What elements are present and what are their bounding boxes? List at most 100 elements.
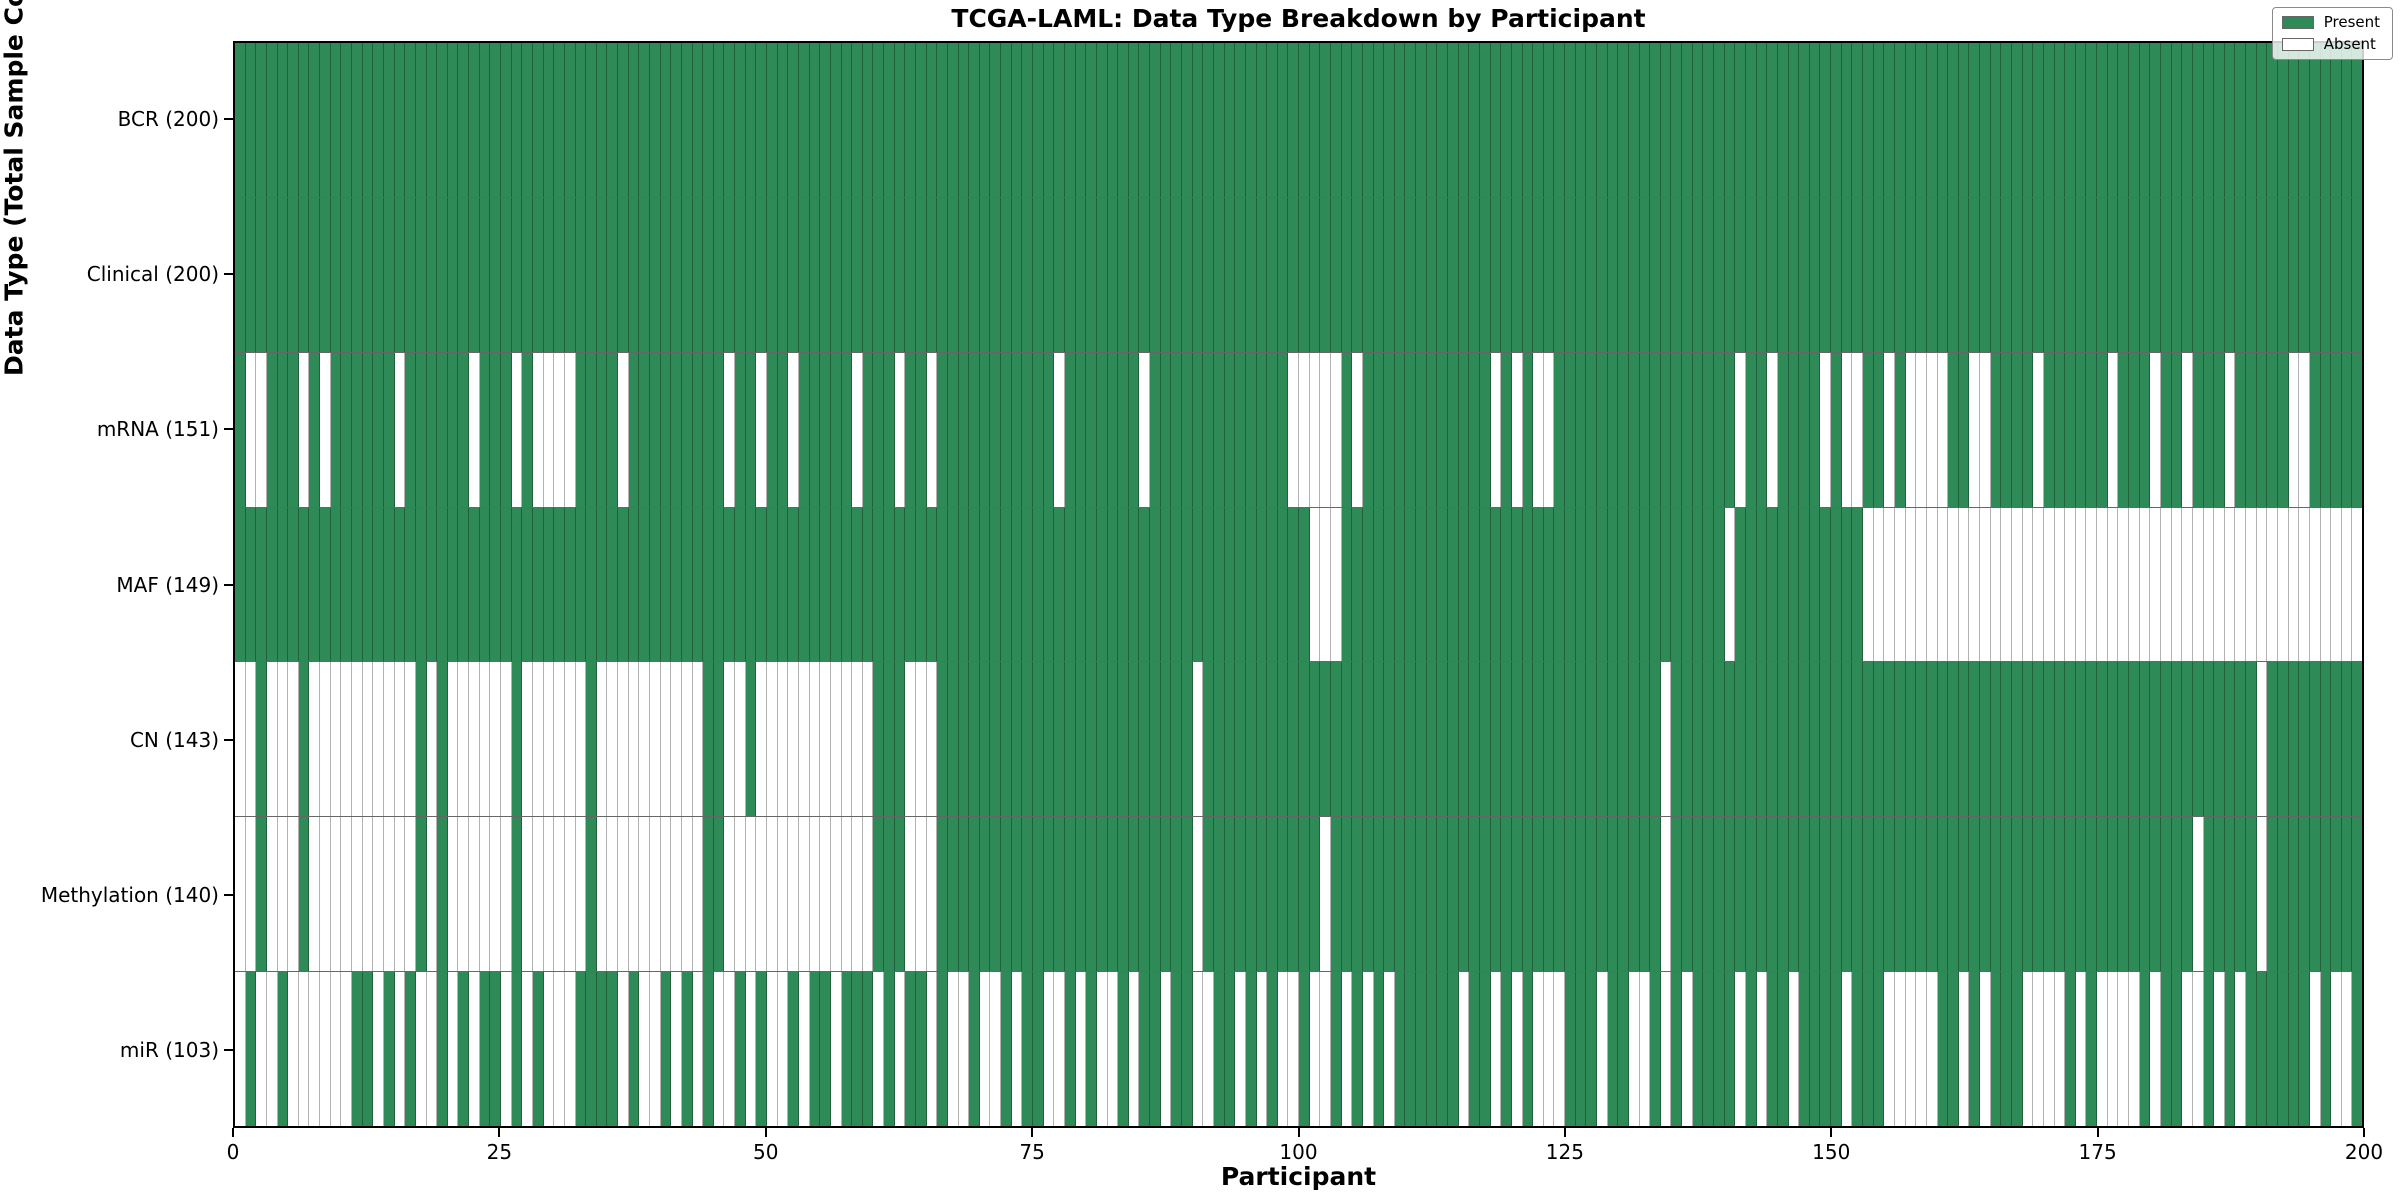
- heatmap-row-CN: [235, 662, 2363, 818]
- heatmap-cell: [2129, 817, 2140, 972]
- heatmap-cell: [1809, 817, 1821, 972]
- heatmap-cell: [2331, 352, 2342, 507]
- heatmap-cell: [1777, 197, 1789, 352]
- heatmap-cell: [362, 817, 374, 972]
- heatmap-cell: [2160, 507, 2172, 662]
- heatmap-cell: [1820, 662, 1832, 817]
- heatmap-cell: [841, 197, 853, 352]
- heatmap-cell: [1692, 817, 1704, 972]
- heatmap-cell: [1831, 662, 1842, 817]
- heatmap-cell: [777, 972, 789, 1127]
- heatmap-cell: [905, 817, 916, 972]
- heatmap-cell: [979, 197, 991, 352]
- heatmap-cell: [1543, 197, 1555, 352]
- heatmap-cell: [905, 972, 916, 1127]
- heatmap-cell: [2299, 662, 2310, 817]
- heatmap-cell: [2107, 817, 2119, 972]
- heatmap-cell: [1522, 507, 1534, 662]
- heatmap-cell: [1086, 817, 1097, 972]
- heatmap-cell: [1958, 197, 1970, 352]
- heatmap-cell: [394, 972, 406, 1127]
- heatmap-cell: [1618, 662, 1629, 817]
- heatmap-cell: [405, 507, 416, 662]
- heatmap-cell: [2235, 972, 2247, 1127]
- heatmap-cell: [437, 197, 448, 352]
- heatmap-cell: [1724, 972, 1736, 1127]
- heatmap-cell: [447, 352, 459, 507]
- heatmap-cell: [1756, 352, 1768, 507]
- heatmap-cell: [320, 352, 331, 507]
- heatmap-cell: [373, 817, 384, 972]
- heatmap-cell: [1469, 352, 1480, 507]
- heatmap-cell: [490, 507, 502, 662]
- heatmap-cell: [2054, 662, 2066, 817]
- heatmap-cell: [564, 817, 576, 972]
- heatmap-cell: [501, 817, 512, 972]
- heatmap-cell: [1767, 817, 1778, 972]
- heatmap-cell: [958, 972, 970, 1127]
- heatmap-cell: [2235, 197, 2247, 352]
- heatmap-cell: [1096, 817, 1108, 972]
- heatmap-cell: [1841, 507, 1853, 662]
- heatmap-cell: [1416, 817, 1427, 972]
- heatmap-cell: [1863, 43, 1874, 197]
- heatmap-cell: [926, 507, 938, 662]
- heatmap-cell: [1160, 352, 1172, 507]
- heatmap-cell: [1384, 662, 1395, 817]
- heatmap-cell: [2150, 817, 2161, 972]
- heatmap-cell: [1735, 662, 1746, 817]
- heatmap-cell: [1682, 972, 1693, 1127]
- heatmap-cell: [873, 662, 885, 817]
- heatmap-cell: [2011, 817, 2023, 972]
- heatmap-cell: [916, 43, 927, 197]
- heatmap-cell: [639, 507, 650, 662]
- heatmap-cell: [1586, 972, 1597, 1127]
- heatmap-cell: [724, 972, 736, 1127]
- heatmap-cell: [575, 662, 587, 817]
- heatmap-cell: [490, 662, 502, 817]
- heatmap-cell: [1660, 507, 1672, 662]
- heatmap-cell: [862, 197, 874, 352]
- heatmap-cell: [1937, 972, 1949, 1127]
- heatmap-cell: [1309, 662, 1321, 817]
- heatmap-cell: [330, 662, 342, 817]
- heatmap-cell: [1948, 817, 1959, 972]
- heatmap-cell: [554, 817, 565, 972]
- heatmap-cell: [1107, 972, 1119, 1127]
- x-tick-mark: [1297, 1128, 1300, 1137]
- heatmap-cell: [1128, 817, 1140, 972]
- heatmap-cell: [1277, 197, 1289, 352]
- heatmap-cell: [1543, 43, 1555, 197]
- heatmap-cell: [383, 972, 395, 1127]
- heatmap-cell: [660, 197, 672, 352]
- heatmap-cell: [1905, 197, 1917, 352]
- heatmap-cell: [2299, 817, 2310, 972]
- heatmap-cell: [2320, 197, 2332, 352]
- heatmap-cell: [1171, 43, 1183, 197]
- heatmap-cell: [2139, 43, 2151, 197]
- heatmap-cell: [415, 817, 427, 972]
- heatmap-cell: [447, 507, 459, 662]
- heatmap-cell: [2150, 352, 2161, 507]
- heatmap-cell: [1777, 507, 1789, 662]
- heatmap-cell: [415, 43, 427, 197]
- heatmap-cell: [522, 972, 533, 1127]
- legend-item-absent: Absent: [2281, 37, 2380, 52]
- heatmap-cell: [490, 817, 502, 972]
- heatmap-cell: [852, 507, 863, 662]
- heatmap-cell: [1852, 43, 1864, 197]
- legend-present-swatch: [2281, 16, 2314, 29]
- heatmap-cell: [969, 817, 980, 972]
- heatmap-cell: [2341, 662, 2353, 817]
- heatmap-cell: [1416, 197, 1427, 352]
- heatmap-cell: [1373, 507, 1385, 662]
- heatmap-cell: [1575, 43, 1587, 197]
- heatmap-cell: [1043, 43, 1055, 197]
- heatmap-cell: [1203, 197, 1214, 352]
- heatmap-cell: [1458, 662, 1470, 817]
- heatmap-cell: [1160, 817, 1172, 972]
- heatmap-cell: [2214, 43, 2225, 197]
- heatmap-cell: [724, 352, 736, 507]
- heatmap-cell: [2309, 507, 2321, 662]
- heatmap-cell: [1405, 662, 1417, 817]
